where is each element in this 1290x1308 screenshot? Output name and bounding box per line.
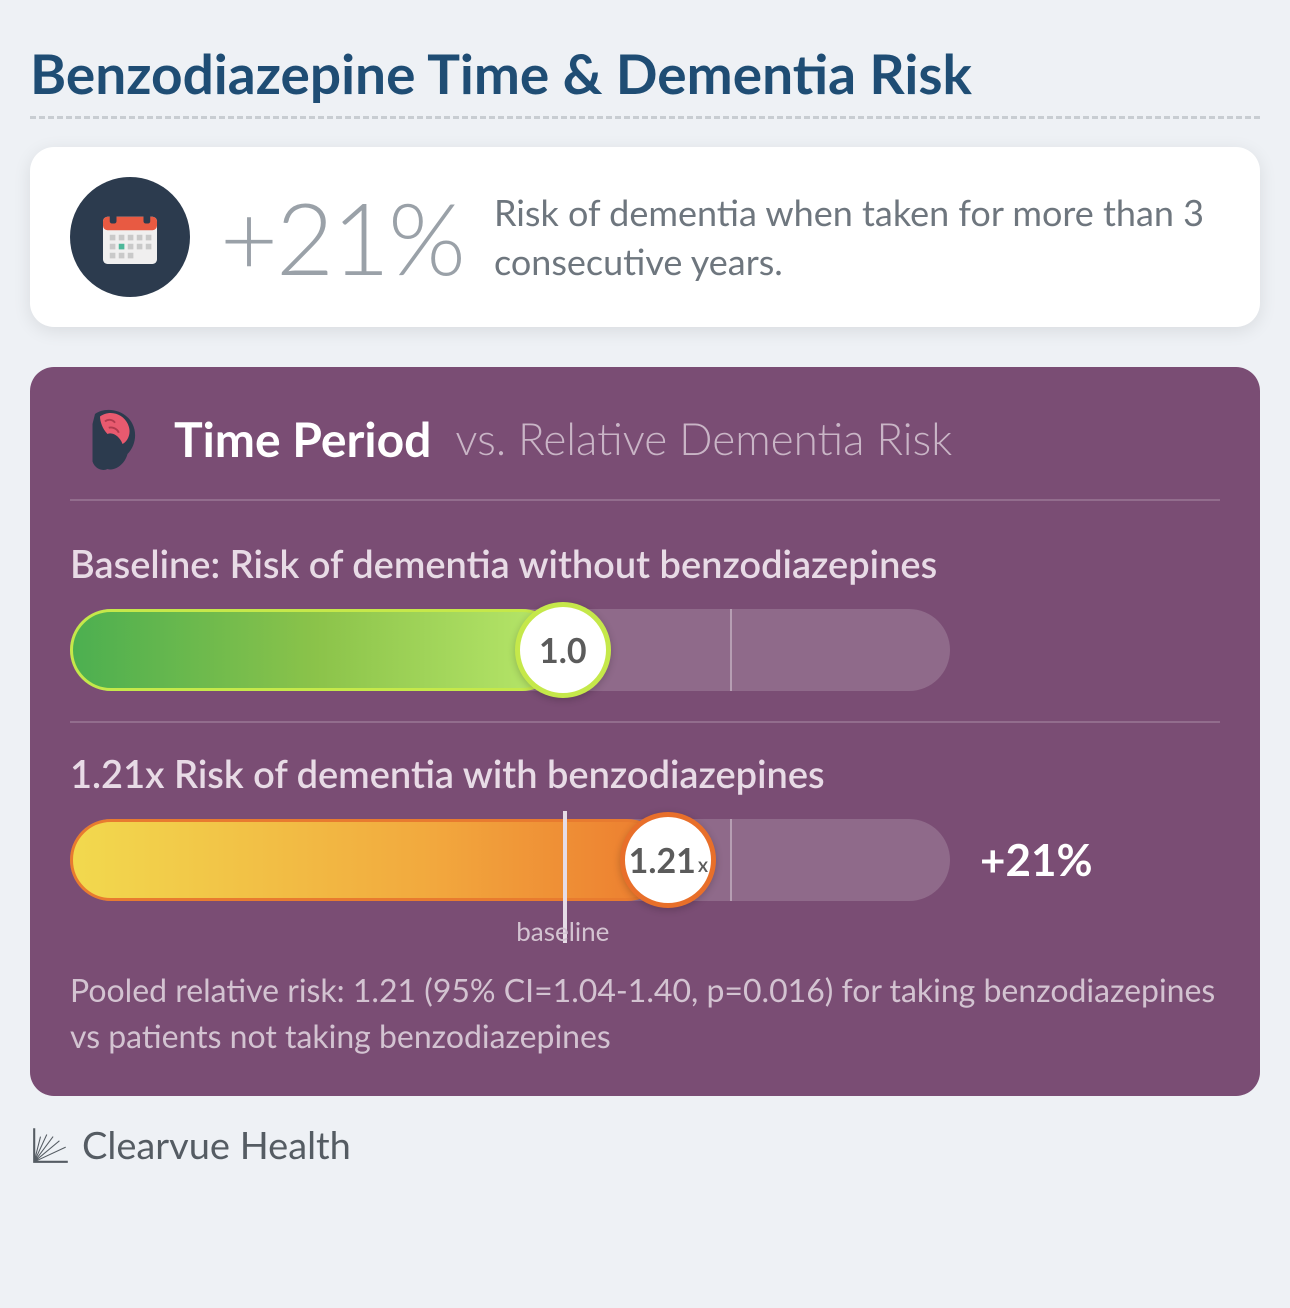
bar-value-suffix: x [698, 853, 708, 877]
bar-wrap: baseline1.21x +21% [70, 819, 1220, 901]
chart-card: Time Period vs. Relative Dementia Risk B… [30, 367, 1260, 1096]
chart-footnote: Pooled relative risk: 1.21 (95% CI=1.04-… [70, 967, 1220, 1060]
chart-header: Time Period vs. Relative Dementia Risk [70, 399, 1220, 501]
bar-track: 1.0 [70, 609, 950, 691]
stat-number: +21% [220, 187, 464, 287]
bar-row: 1.21x Risk of dementia with benzodiazepi… [70, 721, 1220, 957]
brand-logo-icon [30, 1124, 72, 1166]
bar-label: Baseline: Risk of dementia without benzo… [70, 541, 1220, 587]
bar-label: 1.21x Risk of dementia with benzodiazepi… [70, 751, 1220, 797]
bar-fill [70, 609, 563, 691]
baseline-label: baseline [516, 915, 609, 947]
bar-value: 1.0 [539, 630, 587, 671]
brand: Clearvue Health [30, 1122, 1260, 1168]
chart-title: Time Period [174, 411, 431, 468]
page-root: Benzodiazepine Time & Dementia Risk +21%… [0, 0, 1290, 1308]
stat-description: Risk of dementia when taken for more tha… [494, 188, 1220, 285]
bar-knob: 1.21x [620, 812, 716, 908]
calendar-icon [70, 177, 190, 297]
chart-subtitle: vs. Relative Dementia Risk [455, 413, 952, 465]
bar-knob: 1.0 [515, 602, 611, 698]
chart-bars: Baseline: Risk of dementia without benzo… [70, 531, 1220, 957]
bar-wrap: 1.0 [70, 609, 1220, 691]
bar-tick [730, 819, 732, 901]
bar-fill [70, 819, 668, 901]
brain-icon [70, 399, 150, 479]
bar-delta: +21% [980, 834, 1093, 886]
stat-card: +21% Risk of dementia when taken for mor… [30, 147, 1260, 327]
brand-name: Clearvue Health [82, 1122, 351, 1168]
bar-row: Baseline: Risk of dementia without benzo… [70, 531, 1220, 721]
page-title: Benzodiazepine Time & Dementia Risk [30, 40, 1260, 119]
bar-tick [730, 609, 732, 691]
bar-track: baseline1.21x [70, 819, 950, 901]
bar-value: 1.21 [629, 840, 696, 881]
